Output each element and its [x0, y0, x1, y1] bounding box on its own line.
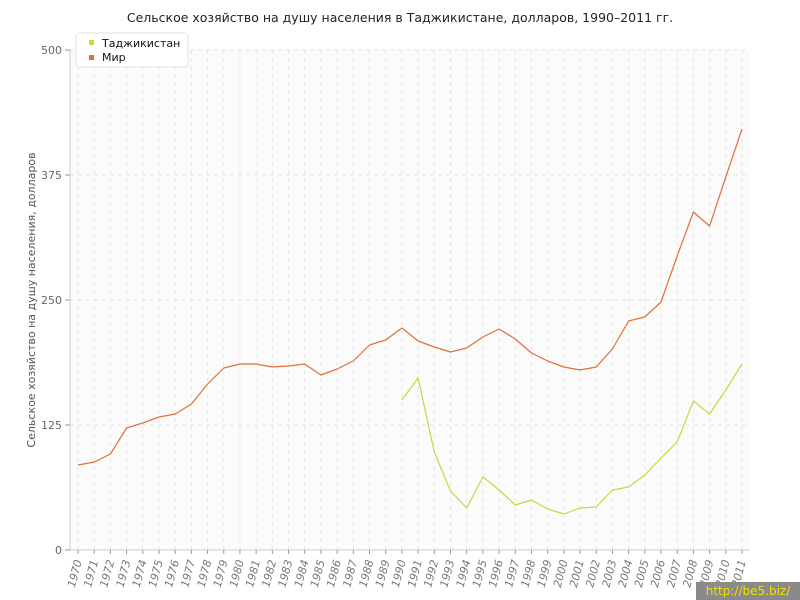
y-tick-label: 500 [41, 44, 62, 57]
series-lines [77, 128, 743, 515]
x-axis-ticks: 1970197119721973197419751976197719781979… [65, 550, 749, 589]
watermark[interactable]: http://be5.biz/ [696, 582, 800, 600]
series-line-tajikistan [401, 363, 743, 515]
y-tick-label: 0 [55, 544, 62, 557]
series-line-world [77, 128, 743, 466]
legend-swatch-tajikistan [89, 40, 94, 45]
legend-swatch-world [89, 55, 94, 60]
legend[interactable]: Таджикистан Мир [75, 32, 189, 68]
y-tick-label: 375 [41, 169, 62, 182]
legend-label-tajikistan: Таджикистан [101, 37, 180, 50]
legend-box [75, 32, 189, 68]
chart-title: Сельское хозяйство на душу населения в Т… [127, 10, 673, 25]
legend-label-world: Мир [102, 51, 126, 64]
y-tick-label: 250 [41, 294, 62, 307]
y-axis-ticks: 0 125 250 375 500 [41, 44, 70, 557]
y-tick-label: 125 [41, 419, 62, 432]
y-axis-label: Сельское хозяйство на душу населения, до… [25, 152, 38, 447]
